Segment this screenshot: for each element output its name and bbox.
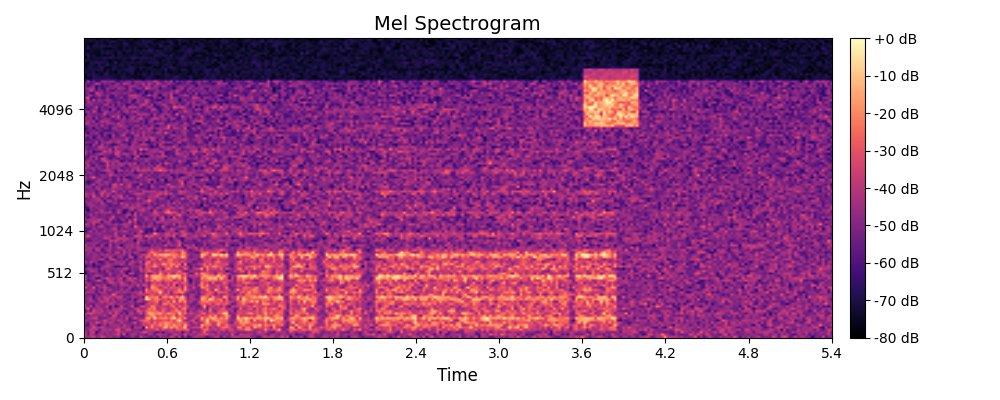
X-axis label: Time: Time (437, 367, 478, 385)
Y-axis label: Hz: Hz (15, 178, 33, 199)
Title: Mel Spectrogram: Mel Spectrogram (374, 15, 541, 34)
